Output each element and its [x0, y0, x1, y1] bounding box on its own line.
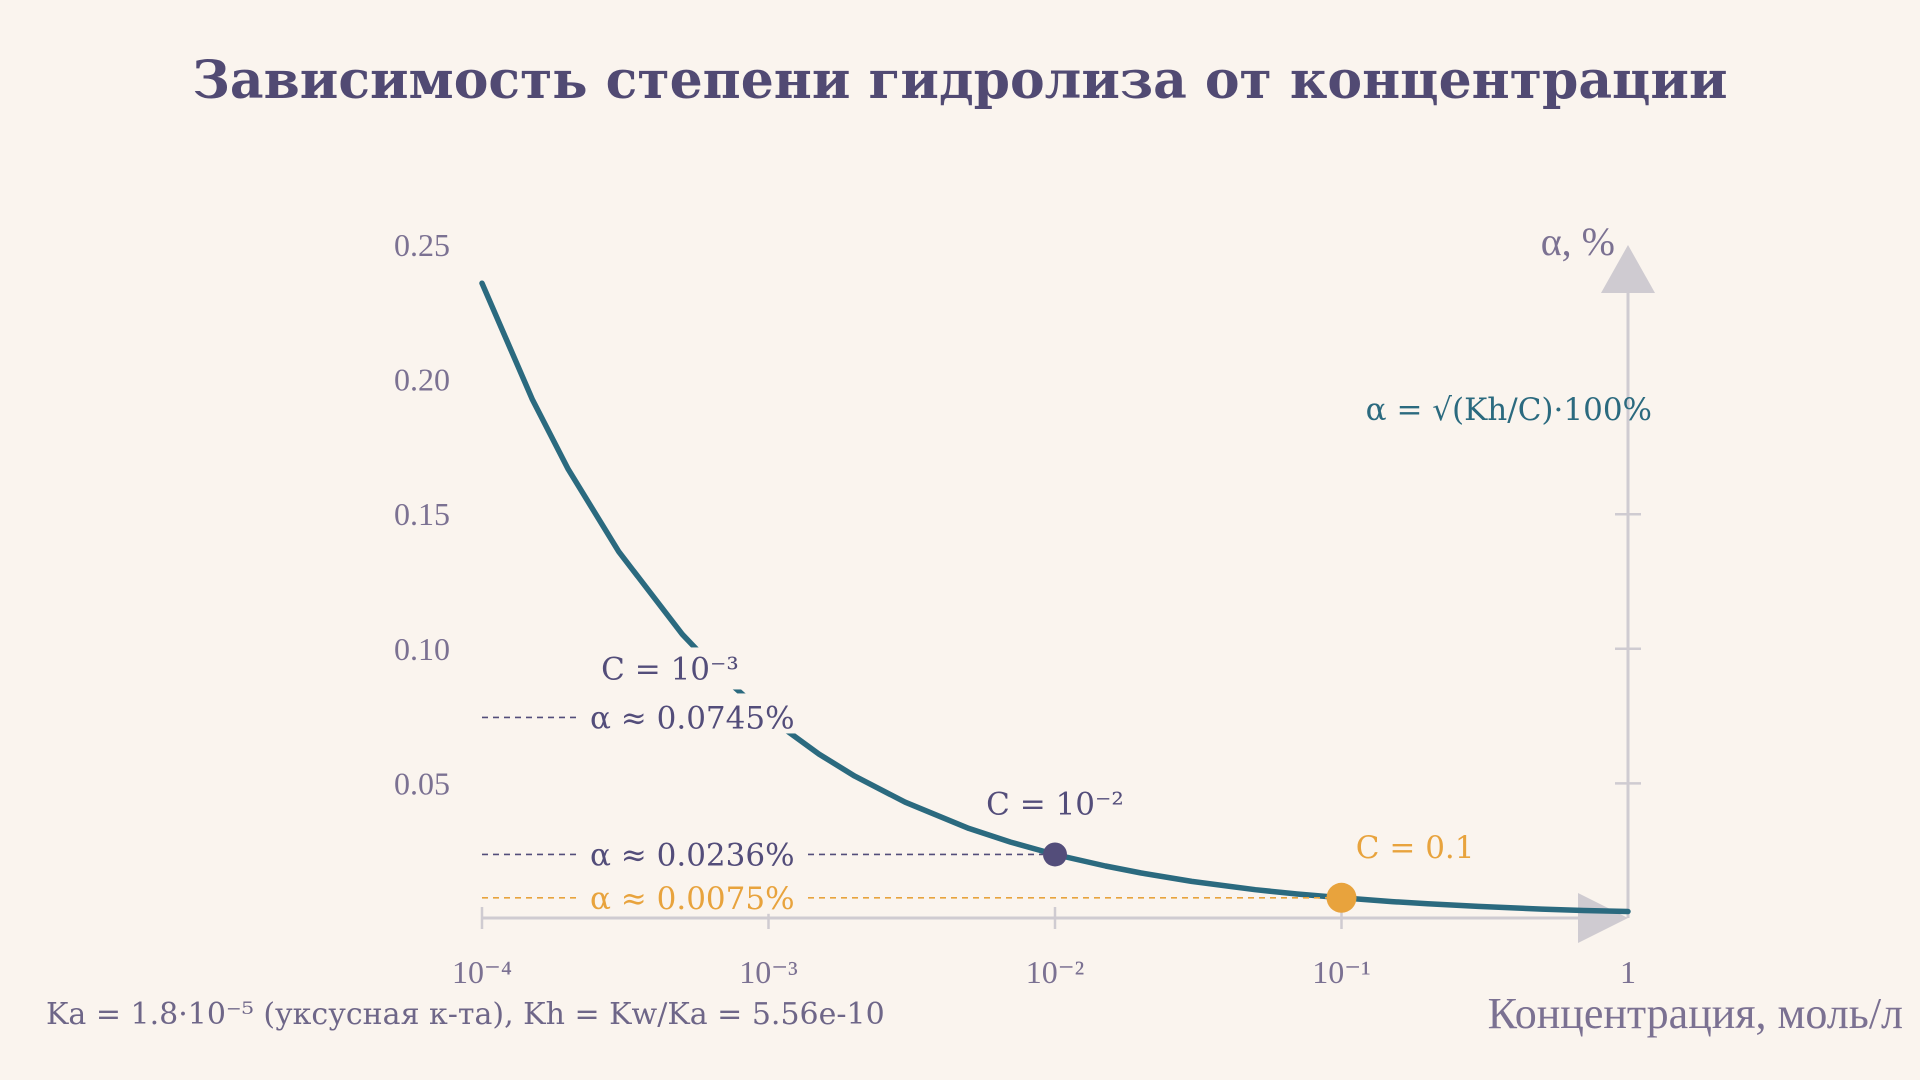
x-tick-label: 10⁻²: [1026, 954, 1084, 990]
x-axis-arrow: [1578, 893, 1628, 943]
c-label: C = 10⁻³: [601, 651, 739, 687]
annotations: α ≈ 0.0745% C = 10⁻³ α ≈ 0.0236% C = 10⁻² α …: [582, 647, 1475, 917]
label-plate: [590, 647, 750, 690]
y-axis-label: α, %: [1541, 219, 1615, 264]
data-point: [1043, 842, 1067, 867]
x-tick-label: 10⁻³: [739, 954, 797, 990]
y-axis-arrow: [1601, 245, 1655, 293]
x-tick-label: 1: [1620, 954, 1636, 990]
x-tick-label: 10⁻¹: [1312, 954, 1370, 990]
c-label: C = 10⁻²: [986, 786, 1124, 822]
chart-title: Зависимость степени гидролиза от концент…: [192, 50, 1727, 111]
y-tick-label: 0.05: [394, 765, 450, 801]
label-plate: [582, 873, 796, 914]
formula-label: α = √(Kh/C)·100%: [1366, 392, 1652, 428]
footnote: Ka = 1.8·10⁻⁵ (уксусная к-та), Kh = Kw/K…: [46, 997, 885, 1032]
alpha-label: α ≈ 0.0075%: [590, 881, 795, 917]
label-plate: [582, 693, 796, 734]
guide-lines: [482, 716, 1330, 899]
y-tick-label: 0.15: [394, 496, 450, 532]
c-label: C = 0.1: [1356, 830, 1475, 866]
y-tick-label: 0.10: [394, 631, 450, 667]
label-plate: [582, 830, 796, 871]
x-axis-label: Концентрация, моль/л: [1488, 989, 1903, 1038]
y-tick-label: 0.20: [394, 362, 450, 398]
points-layer: [1043, 842, 1357, 913]
data-point: [1326, 882, 1357, 913]
alpha-label: α ≈ 0.0745%: [590, 700, 795, 736]
alpha-label: α ≈ 0.0236%: [590, 837, 795, 873]
y-tick-label: 0.25: [394, 227, 450, 263]
axes: 10⁻⁴ 10⁻³ 10⁻² 10⁻¹ 1 0.05 0.10 0.15 0.20 0.25: [394, 227, 1655, 990]
x-tick-label: 10⁻⁴: [452, 954, 512, 990]
